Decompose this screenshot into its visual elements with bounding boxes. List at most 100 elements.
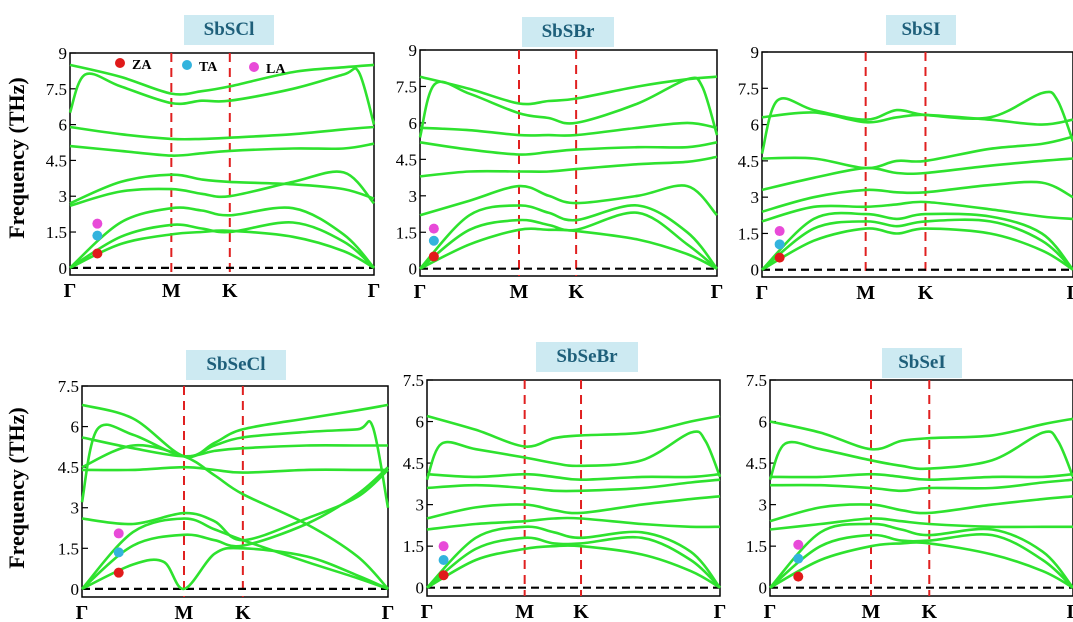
- y-tick-label: 6: [409, 114, 418, 133]
- plot-frame: [81, 385, 389, 598]
- phonon-branch: [761, 218, 1073, 271]
- x-tick-label: K: [921, 601, 937, 622]
- legend-marker-la: [249, 62, 259, 72]
- panel-sbsecl: 0 1.5 3 4.5 6 7.5 Γ M K Γ: [58, 377, 395, 622]
- x-tick-label: Γ: [76, 602, 89, 622]
- mode-marker-la: [113, 528, 124, 539]
- legend-marker-ta: [182, 60, 192, 70]
- x-tick-label: M: [510, 281, 529, 303]
- phonon-branch: [81, 546, 389, 591]
- legend-marker-za: [115, 58, 125, 68]
- y-tick-label: 9: [59, 44, 68, 63]
- phonon-branch: [69, 206, 375, 269]
- y-tick-label: 0: [416, 579, 425, 598]
- phonon-branch: [419, 121, 718, 137]
- plot-frame: [761, 51, 1073, 278]
- y-tick-label: 3: [759, 496, 768, 515]
- y-tick-label: 4.5: [46, 151, 67, 170]
- mode-marker-la: [774, 226, 785, 237]
- x-tick-label: Γ: [711, 281, 724, 303]
- phonon-branch: [419, 155, 718, 178]
- mode-marker-ta: [428, 235, 439, 246]
- x-tick-label: Γ: [414, 281, 427, 303]
- phonon-branch: [769, 541, 1073, 589]
- phonon-branch: [81, 465, 388, 474]
- phonon-branch: [769, 522, 1073, 589]
- y-tick-label: 6: [751, 116, 760, 135]
- panel-sbsei: 0 1.5 3 4.5 6 7.5 Γ M K Γ: [746, 371, 1073, 622]
- y-tick-label: 4.5: [738, 152, 759, 171]
- panel-sbsi: 0 1.5 3 4.5 6 7.5 9 Γ M K Γ: [738, 43, 1073, 304]
- phonon-branch: [419, 227, 718, 270]
- phonon-branch: [68, 67, 376, 125]
- mode-marker-la: [92, 218, 103, 229]
- y-tick-label: 3: [59, 187, 68, 206]
- phonon-branch: [426, 525, 722, 589]
- y-tick-label: 4.5: [746, 454, 767, 473]
- x-tick-label: Γ: [421, 601, 434, 622]
- phonon-branch: [419, 211, 718, 270]
- phonon-branch: [69, 142, 375, 157]
- x-tick-label: M: [862, 601, 881, 622]
- mode-marker-za: [113, 567, 124, 578]
- phonon-branch: [760, 90, 1073, 154]
- panel-title-sbsecl: SbSeCl: [186, 350, 286, 380]
- panel-title-sbsei: SbSeI: [882, 348, 962, 378]
- phonon-branch: [769, 495, 1073, 523]
- phonon-branch: [769, 478, 1073, 493]
- x-tick-label: Γ: [64, 280, 77, 302]
- x-tick-label: K: [918, 282, 934, 304]
- phonon-branch: [426, 495, 721, 520]
- panel-title-sbsbr: SbSBr: [522, 17, 614, 47]
- x-tick-label: M: [162, 280, 181, 302]
- phonon-branch: [426, 414, 721, 448]
- y-tick-label: 6: [416, 413, 425, 432]
- phonon-branch: [761, 180, 1073, 213]
- phonon-branch: [419, 204, 719, 270]
- x-tick-label: Γ: [382, 602, 395, 622]
- legend-label-ta: TA: [199, 60, 218, 75]
- mode-marker-ta: [438, 555, 449, 565]
- y-tick-label: 7.5: [46, 80, 67, 99]
- phonon-branch: [419, 75, 718, 106]
- plot-frame: [419, 49, 718, 277]
- phonon-branch: [425, 430, 722, 481]
- phonon-branch: [761, 111, 1073, 126]
- x-tick-label: K: [222, 280, 238, 302]
- mode-marker-za: [92, 248, 103, 259]
- phonon-branch: [761, 227, 1073, 271]
- x-tick-label: M: [515, 601, 534, 622]
- mode-marker-za: [774, 252, 785, 263]
- x-tick-label: K: [573, 601, 589, 622]
- phonon-branch: [419, 184, 718, 217]
- y-tick-label: 0: [751, 261, 760, 280]
- y-tick-label: 7.5: [738, 79, 759, 98]
- phonon-branch: [81, 468, 389, 542]
- phonon-branch: [81, 436, 389, 458]
- legend-label-za: ZA: [132, 58, 152, 73]
- mode-marker-la: [438, 541, 449, 552]
- phonon-branch: [81, 403, 389, 459]
- phonon-branch: [769, 533, 1073, 589]
- plot-frame: [69, 52, 375, 276]
- y-tick-label: 9: [409, 41, 418, 60]
- y-tick-label: 3: [751, 188, 760, 207]
- plot-frame: [426, 379, 721, 597]
- x-tick-label: Γ: [1067, 601, 1073, 622]
- panel-sbsebr: 0 1.5 3 4.5 6 7.5 Γ M K Γ: [403, 371, 727, 622]
- phonon-branch: [761, 211, 1073, 271]
- mode-marker-la: [793, 539, 804, 550]
- y-tick-label: 0: [59, 259, 68, 278]
- y-tick-label: 1.5: [738, 224, 759, 243]
- y-tick-label: 1.5: [46, 223, 67, 242]
- y-tick-label: 6: [59, 116, 68, 135]
- phonon-branch: [81, 443, 389, 590]
- y-tick-label: 0: [71, 580, 80, 599]
- panel-title-sbsi: SbSI: [886, 15, 956, 45]
- phonon-branch: [426, 544, 721, 589]
- phonon-branch: [69, 63, 375, 96]
- y-tick-label: 7.5: [403, 371, 424, 390]
- y-tick-label: 7.5: [396, 77, 417, 96]
- mode-marker-ta: [92, 230, 103, 241]
